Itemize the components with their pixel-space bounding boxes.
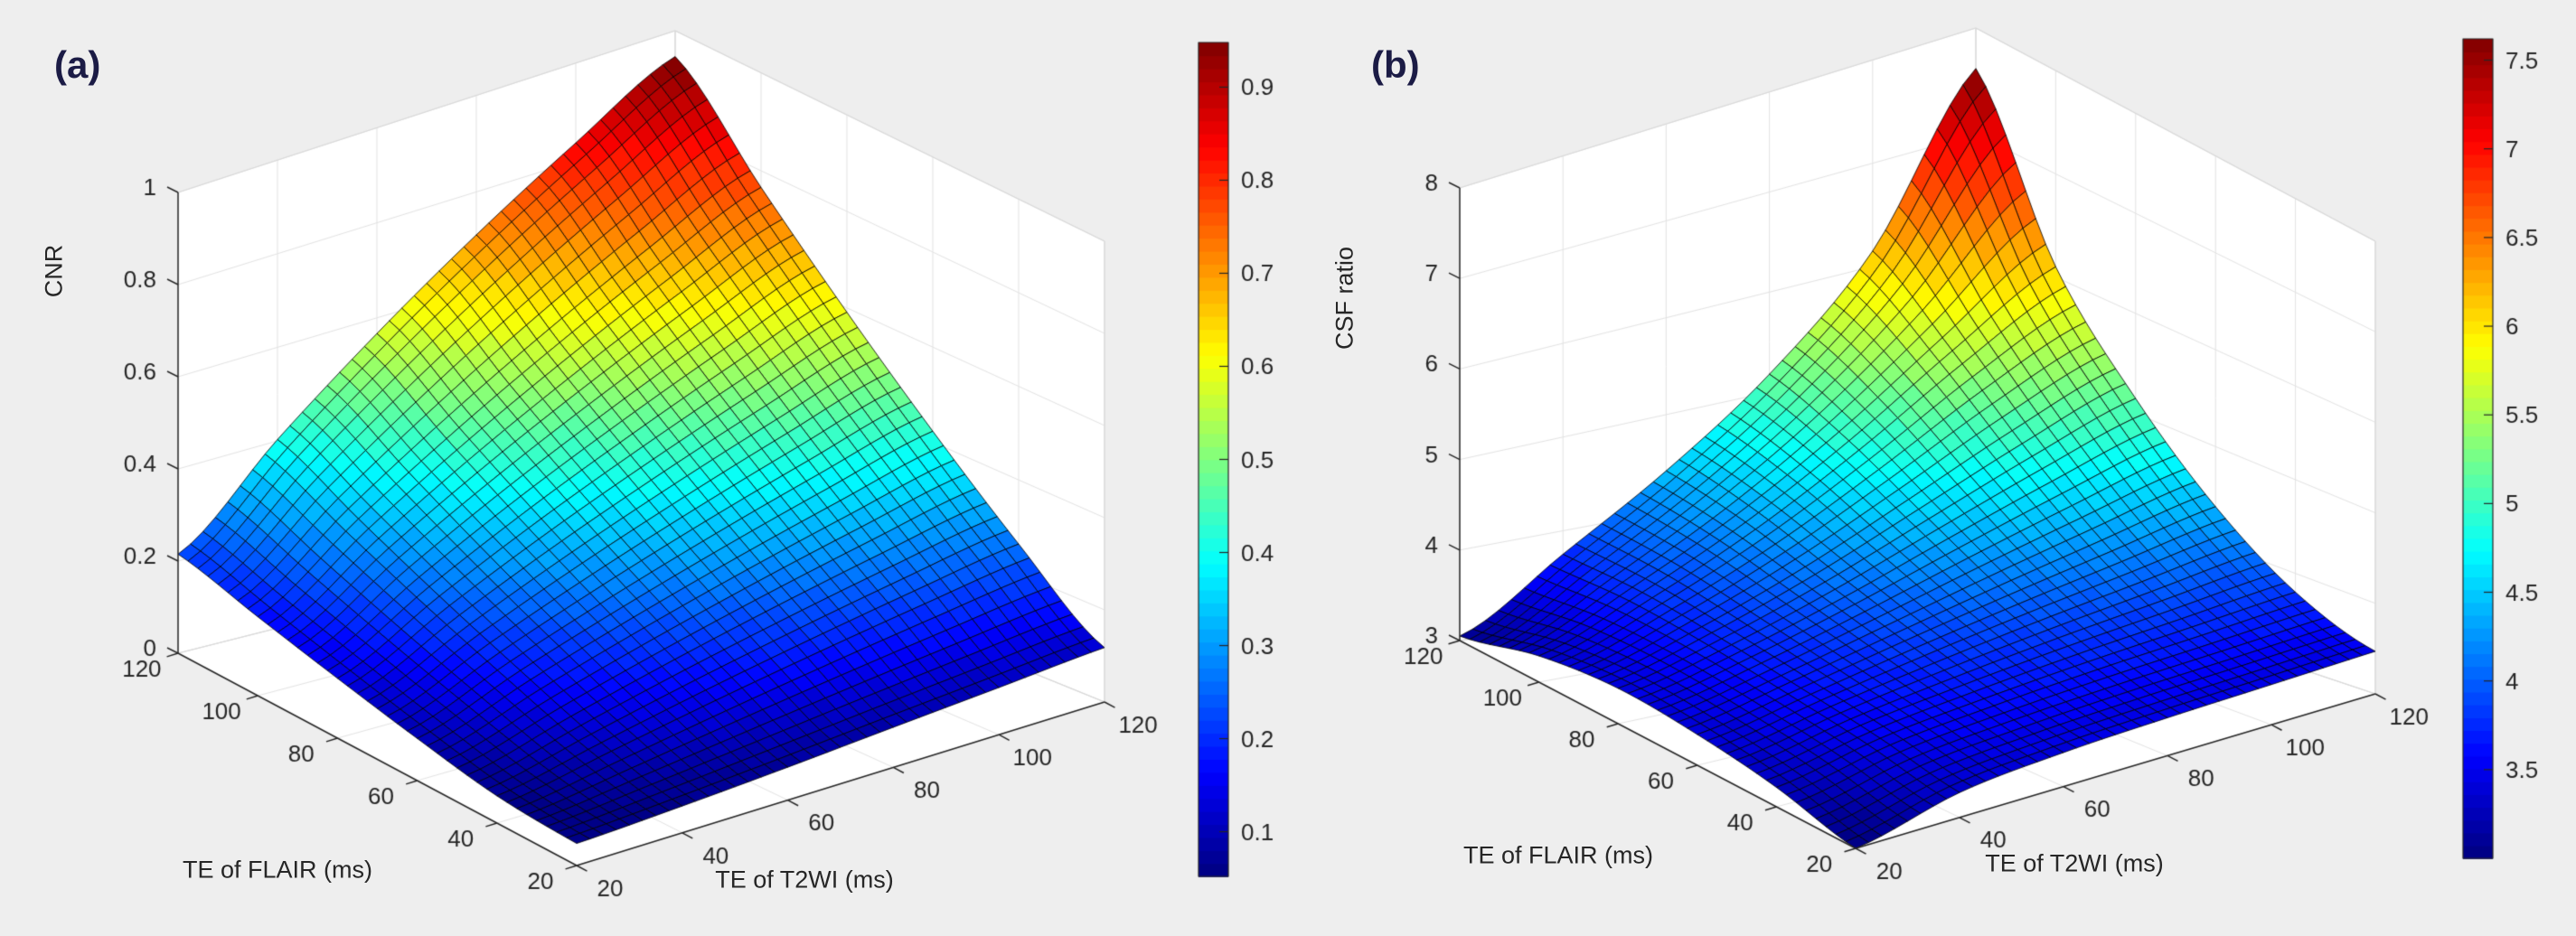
surface-plot-b — [1288, 0, 2576, 936]
panel-a-letter: (a) — [54, 43, 101, 86]
panel-a-zlabel: CNR — [40, 244, 68, 298]
panel-b-xlabel: TE of T2WI (ms) — [1985, 849, 2164, 877]
panel-b-ylabel: TE of FLAIR (ms) — [1462, 841, 1654, 869]
panel-a-ylabel: TE of FLAIR (ms) — [182, 856, 373, 884]
panel-a-xlabel: TE of T2WI (ms) — [715, 866, 894, 894]
panel-b-zlabel: CSF ratio — [1330, 246, 1359, 351]
surface-plot-a — [0, 0, 1288, 936]
panel-b-letter: (b) — [1371, 43, 1420, 86]
panel-b: (b) TE of T2WI (ms) TE of FLAIR (ms) CSF… — [1288, 0, 2576, 936]
panel-a: (a) TE of T2WI (ms) TE of FLAIR (ms) CNR — [0, 0, 1288, 936]
